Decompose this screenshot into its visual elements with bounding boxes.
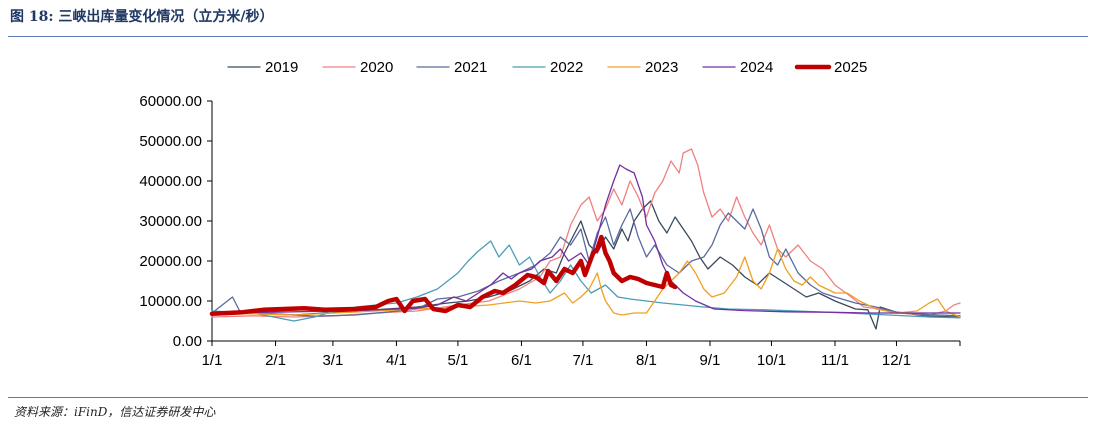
x-tick-label: 1/1 <box>202 352 223 369</box>
series-lines <box>209 148 961 330</box>
x-tick-label: 7/1 <box>572 352 593 369</box>
y-tick-label: 30000.00 <box>139 213 202 230</box>
x-tick-label: 10/1 <box>757 352 786 369</box>
y-tick-label: 50000.00 <box>139 133 202 150</box>
top-rule <box>8 36 1088 37</box>
series-line-2019 <box>211 200 961 330</box>
legend-label-2022: 2022 <box>550 59 583 76</box>
series-line-2024 <box>211 164 961 314</box>
x-tick-label: 4/1 <box>386 352 407 369</box>
legend-label-2024: 2024 <box>740 59 773 76</box>
series-line-2025 <box>209 234 678 317</box>
y-tick-label: 0.00 <box>173 333 202 350</box>
legend-label-2021: 2021 <box>454 59 487 76</box>
x-tick-label: 9/1 <box>700 352 721 369</box>
x-tick-label: 12/1 <box>882 352 911 369</box>
legend-label-2025: 2025 <box>834 59 867 76</box>
legend-label-2023: 2023 <box>645 59 678 76</box>
x-tick-label: 8/1 <box>636 352 657 369</box>
legend-label-2020: 2020 <box>360 59 393 76</box>
x-tick-label: 3/1 <box>322 352 343 369</box>
bottom-rule <box>8 397 1088 398</box>
chart-legend: 2019 2020 2021 2022 2023 2024 2025 <box>227 59 867 76</box>
x-tick-label: 11/1 <box>821 352 849 369</box>
series-line-2021 <box>211 208 961 317</box>
y-tick-label: 10000.00 <box>139 293 202 310</box>
figure-title: 图 18: 三峡出库量变化情况（立方米/秒） <box>10 9 274 25</box>
line-chart: 2019 2020 2021 2022 2023 2024 2025 0.00 10000.0… <box>139 59 961 369</box>
source-note: 资料来源：iFinD，信达证券研发中心 <box>14 405 216 419</box>
x-tick-label: 5/1 <box>447 352 468 369</box>
series-line-2020 <box>211 148 961 318</box>
x-tick-label: 6/1 <box>511 352 532 369</box>
y-tick-label: 40000.00 <box>139 173 202 190</box>
y-tick-label: 20000.00 <box>139 253 202 270</box>
y-tick-label: 60000.00 <box>139 93 202 110</box>
x-tick-label: 2/1 <box>265 352 286 369</box>
legend-label-2019: 2019 <box>265 59 298 76</box>
x-axis: 1/1 2/1 3/1 4/1 5/1 6/1 7/1 8/1 9/1 10/1 11/1 12/1 <box>202 340 961 369</box>
y-axis: 0.00 10000.00 20000.00 30000.00 40000.00 5000… <box>139 93 213 350</box>
series-line-2023 <box>211 248 961 318</box>
